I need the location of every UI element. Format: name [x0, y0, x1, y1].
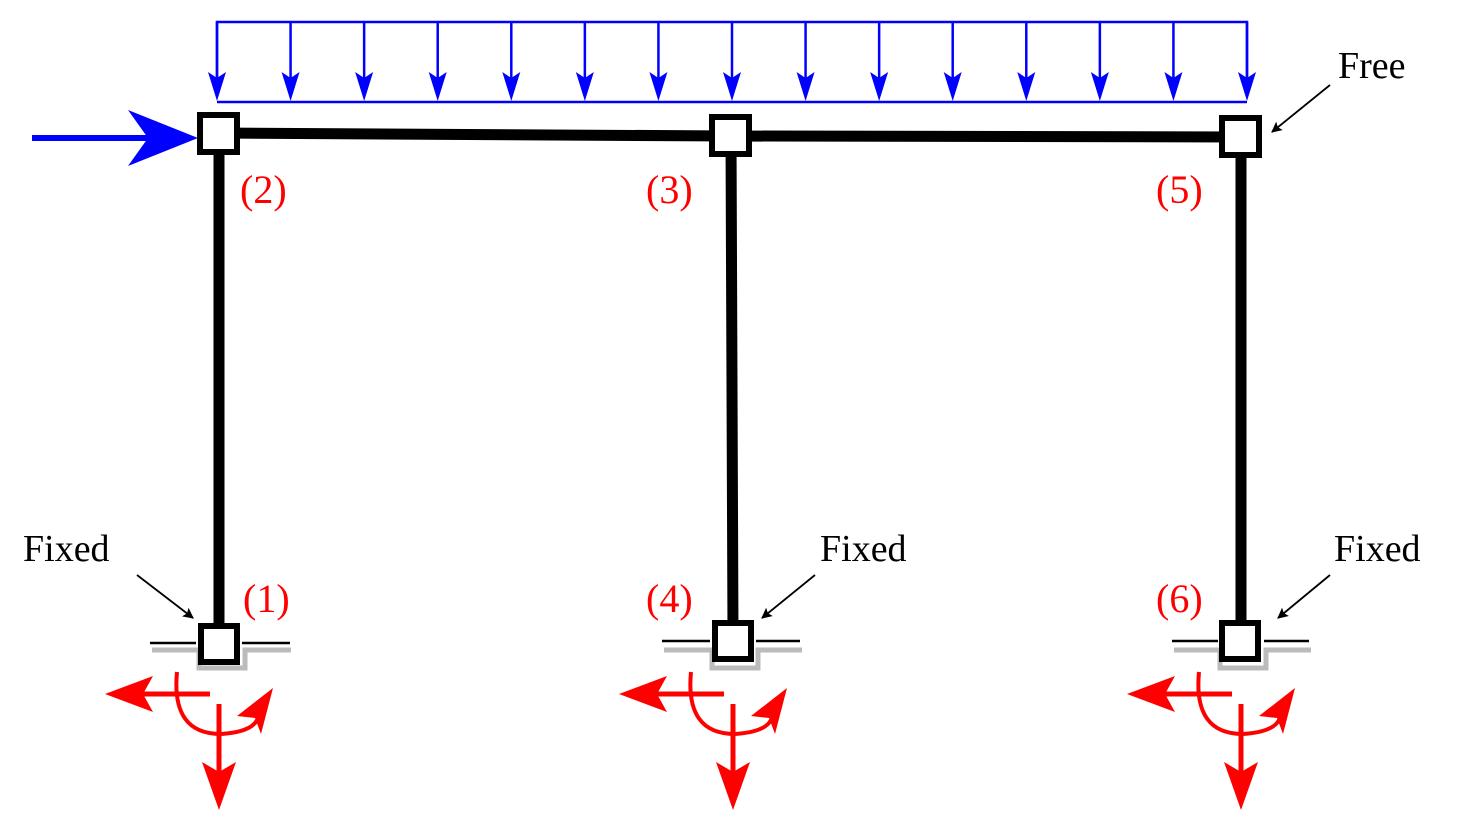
reaction-part [1127, 676, 1175, 712]
reaction-symbol [619, 671, 787, 810]
reaction-part [1196, 671, 1281, 737]
reaction-part [688, 671, 773, 737]
column-4-3 [725, 135, 739, 638]
node-label-2: (2) [240, 167, 287, 212]
load-arrowhead [723, 72, 741, 101]
text-labels: Free Fixed Fixed Fixed (1) (2) (3) (4) (… [23, 45, 1421, 621]
node-label-6: (6) [1156, 576, 1203, 621]
reaction-symbol [1127, 671, 1295, 810]
pointer-free [1271, 84, 1331, 133]
support-node-6 [1172, 639, 1311, 671]
reaction-symbol [105, 671, 273, 810]
node-square-4 [712, 620, 754, 662]
reaction-part [751, 688, 787, 734]
node-square-5 [1219, 115, 1262, 158]
load-arrowhead [1090, 72, 1109, 101]
lateral-point-load [32, 110, 198, 166]
load-arrowhead [1017, 72, 1036, 101]
load-arrowhead [428, 72, 447, 101]
fixed-label-node-4: Fixed [820, 528, 907, 570]
reaction-part [1224, 762, 1258, 810]
node-squares [197, 112, 1262, 665]
ground-supports [150, 639, 1311, 671]
reaction-part [202, 762, 236, 810]
pointer-fixed-4 [761, 574, 816, 619]
node-label-5: (5) [1156, 167, 1203, 212]
load-arrowhead [943, 72, 962, 101]
reaction-part [237, 688, 273, 734]
load-arrowhead [575, 72, 594, 101]
reaction-part [716, 762, 750, 810]
reaction-part [619, 676, 667, 712]
load-arrowhead [870, 72, 889, 101]
node-label-4: (4) [646, 576, 693, 621]
load-arrowhead [281, 72, 300, 101]
pointer-fixed-1 [136, 574, 194, 619]
lateral-load-arrowhead [128, 110, 198, 166]
fixed-label-node-1: Fixed [23, 528, 110, 570]
node-square-6 [1219, 620, 1261, 662]
support-node-4 [662, 639, 802, 671]
node-square-2 [197, 112, 240, 155]
load-arrowhead [796, 72, 815, 101]
load-arrowhead [502, 72, 521, 101]
reactions [105, 671, 1295, 810]
load-arrowhead [208, 72, 226, 101]
fixed-label-node-6: Fixed [1334, 528, 1421, 570]
node-square-3 [709, 114, 752, 157]
load-arrowhead [1164, 72, 1183, 101]
support-node-1 [150, 641, 291, 671]
pointer-fixed-6 [1277, 574, 1331, 619]
node-label-3: (3) [646, 167, 693, 212]
beam-2-3 [218, 127, 732, 142]
frame-members [213, 127, 1247, 640]
node-label-1: (1) [243, 576, 290, 621]
reaction-part [105, 676, 153, 712]
pointer-arrows [136, 84, 1331, 619]
beam-3-5 [730, 130, 1242, 143]
distributed-load [208, 20, 1256, 104]
load-arrowhead [355, 72, 374, 101]
reaction-part [1259, 688, 1295, 734]
node-square-1 [198, 623, 240, 665]
load-arrowhead [649, 72, 668, 101]
free-label: Free [1338, 45, 1406, 87]
reaction-part [174, 671, 259, 737]
load-arrowhead [1238, 72, 1256, 101]
